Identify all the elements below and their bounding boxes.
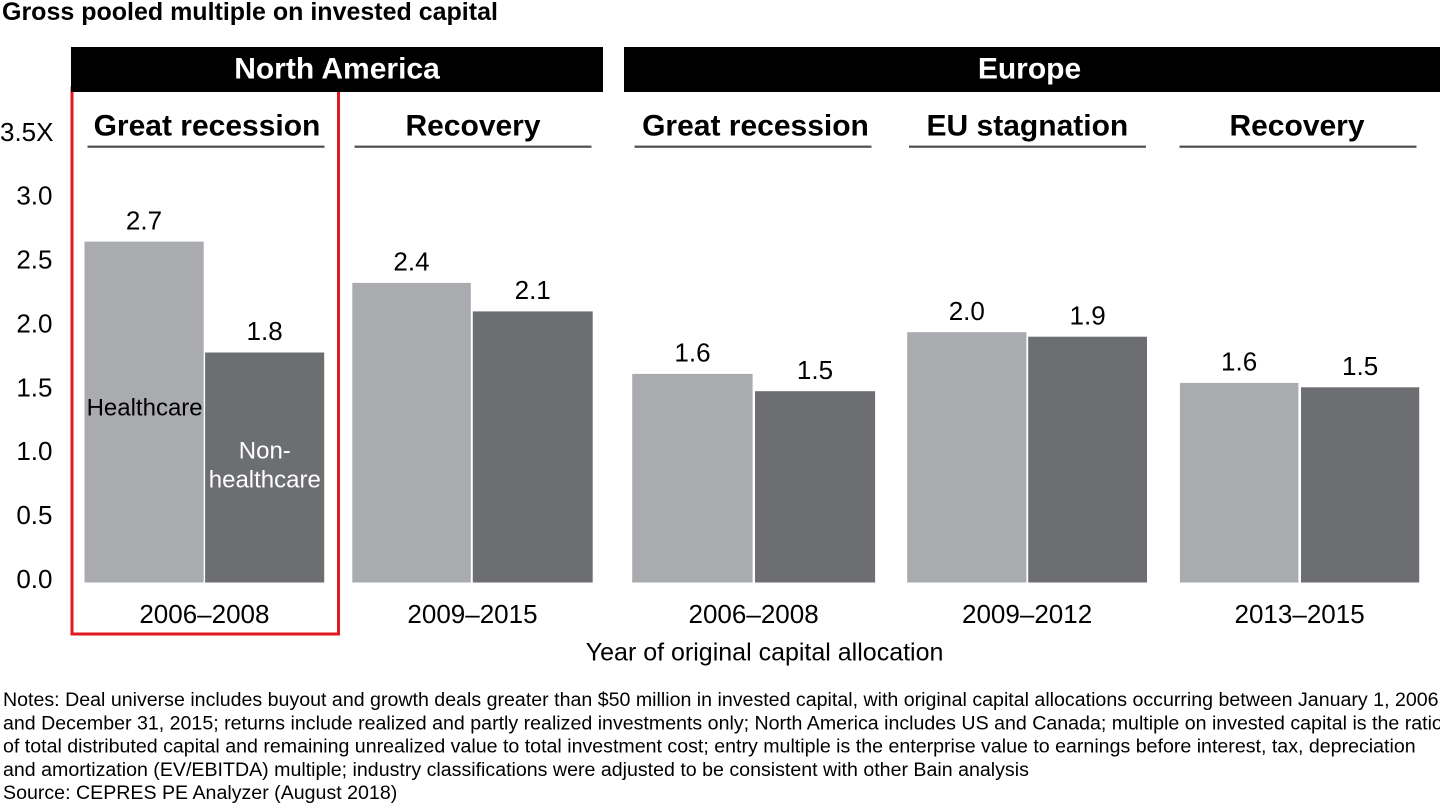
svg-text:healthcare: healthcare — [209, 467, 321, 494]
svg-text:1.5: 1.5 — [797, 355, 833, 385]
svg-text:2009–2012: 2009–2012 — [962, 599, 1092, 629]
svg-text:1.6: 1.6 — [1221, 347, 1257, 377]
svg-text:and amortization (EV/EBITDA) m: and amortization (EV/EBITDA) multiple; i… — [3, 759, 1029, 781]
svg-text:Great recession: Great recession — [642, 109, 869, 142]
svg-text:Year of original capital alloc: Year of original capital allocation — [586, 639, 944, 667]
svg-text:1.9: 1.9 — [1070, 300, 1106, 330]
svg-text:Great recession: Great recession — [94, 109, 321, 142]
svg-text:2.1: 2.1 — [515, 275, 551, 305]
svg-text:3.5X: 3.5X — [0, 117, 54, 147]
svg-text:1.6: 1.6 — [674, 338, 710, 368]
svg-text:2.0: 2.0 — [16, 308, 52, 338]
svg-text:2006–2008: 2006–2008 — [139, 599, 269, 629]
svg-text:0.5: 0.5 — [16, 500, 52, 530]
svg-text:Source: CEPRES PE Analyzer (Au: Source: CEPRES PE Analyzer (August 2018) — [3, 782, 397, 804]
svg-text:2.7: 2.7 — [126, 205, 162, 235]
svg-text:Non-: Non- — [239, 438, 291, 465]
svg-text:EU stagnation: EU stagnation — [927, 109, 1129, 142]
svg-text:Notes: Deal universe includes: Notes: Deal universe includes buyout and… — [3, 689, 1440, 711]
svg-text:Healthcare: Healthcare — [87, 395, 203, 422]
svg-text:Gross pooled multiple on inves: Gross pooled multiple on invested capita… — [2, 0, 498, 26]
svg-text:Recovery: Recovery — [405, 109, 540, 142]
svg-text:1.0: 1.0 — [16, 436, 52, 466]
svg-text:2009–2015: 2009–2015 — [407, 599, 537, 629]
svg-text:0.0: 0.0 — [16, 564, 52, 594]
svg-text:2013–2015: 2013–2015 — [1235, 599, 1365, 629]
svg-text:2006–2008: 2006–2008 — [689, 599, 819, 629]
svg-text:Europe: Europe — [978, 52, 1081, 85]
svg-text:2.0: 2.0 — [949, 296, 985, 326]
svg-text:1.5: 1.5 — [1342, 351, 1378, 381]
svg-text:2.5: 2.5 — [16, 245, 52, 275]
svg-text:of total distributed capital a: of total distributed capital and remaini… — [3, 736, 1416, 758]
svg-text:Recovery: Recovery — [1229, 109, 1364, 142]
svg-text:and December 31, 2015; returns: and December 31, 2015; returns include r… — [3, 712, 1440, 734]
svg-text:2.4: 2.4 — [393, 247, 429, 277]
svg-text:1.5: 1.5 — [16, 372, 52, 402]
svg-text:3.0: 3.0 — [16, 181, 52, 211]
svg-text:North America: North America — [234, 52, 440, 85]
svg-text:1.8: 1.8 — [247, 316, 283, 346]
